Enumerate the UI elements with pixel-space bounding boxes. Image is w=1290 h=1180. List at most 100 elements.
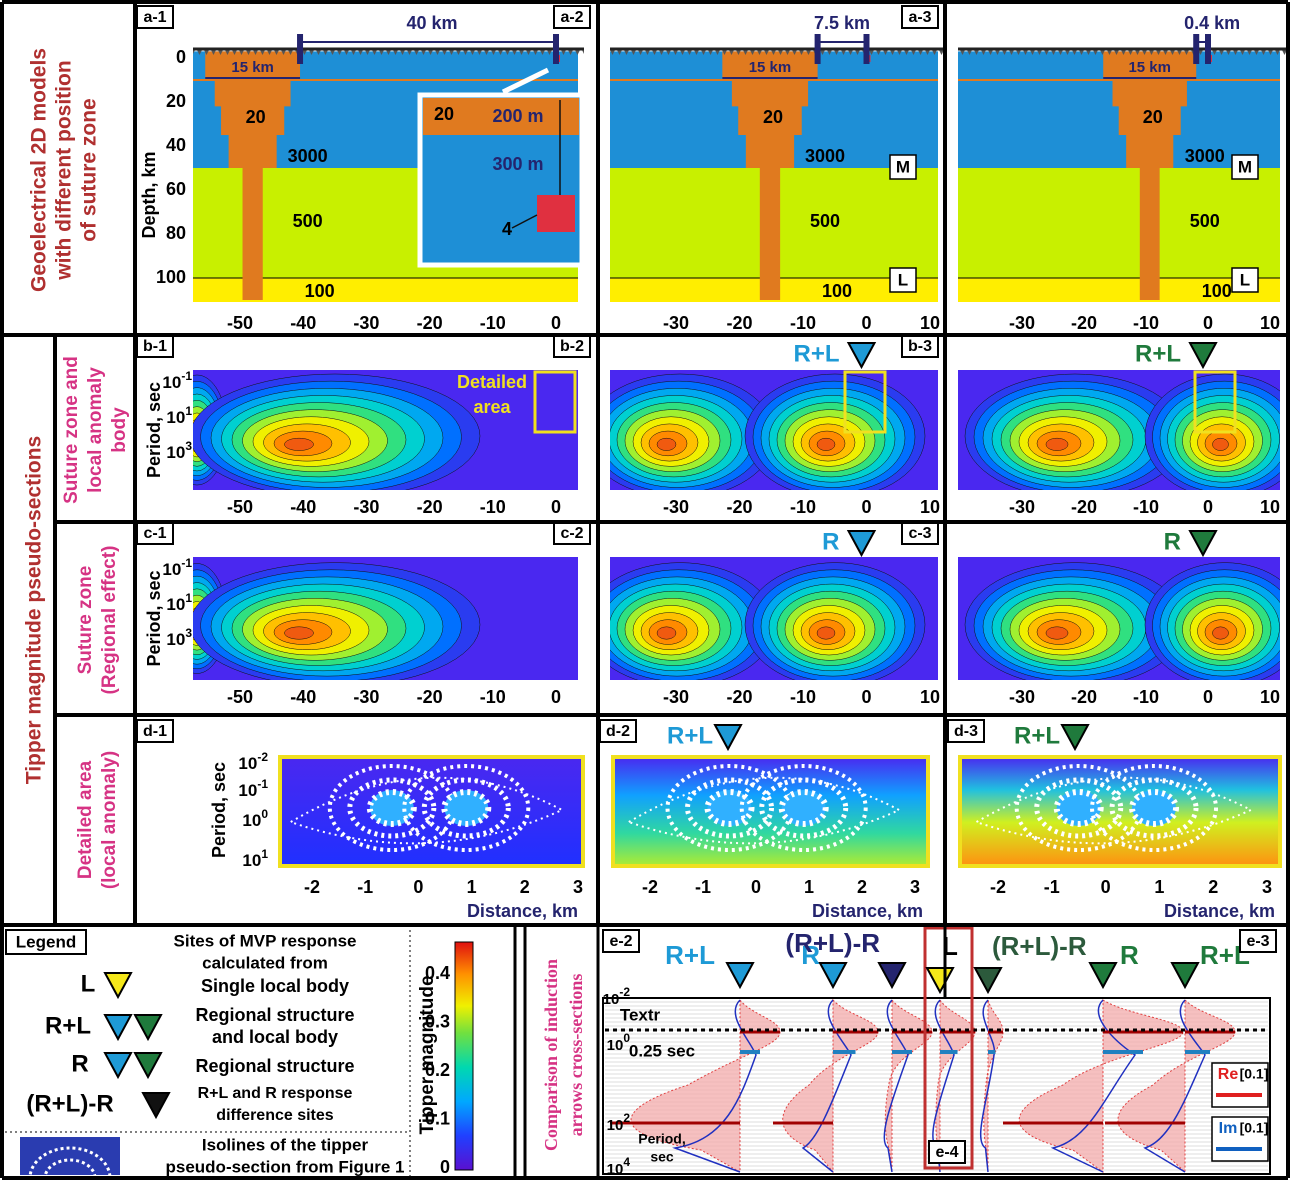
legend-text: Regional structure xyxy=(195,1005,354,1025)
contour xyxy=(657,438,676,450)
legend-heading: Sites of MVP response xyxy=(174,931,357,950)
contour xyxy=(1046,438,1068,450)
row-label: body xyxy=(109,407,130,453)
offset-end xyxy=(1205,34,1211,64)
annotation: area xyxy=(473,397,511,417)
tick-base: 10 xyxy=(166,408,185,427)
plot-area xyxy=(613,757,928,866)
offset-end xyxy=(864,34,870,64)
annotation: Detailed xyxy=(457,372,527,392)
site-label: R xyxy=(822,528,839,555)
legend-title: Legend xyxy=(16,932,76,951)
tick-base: 10 xyxy=(607,1161,624,1178)
legend-text: Isolines of the tipper xyxy=(202,1135,369,1154)
x-tick-label: -20 xyxy=(1071,313,1097,333)
resistivity-label: 3000 xyxy=(288,146,328,166)
inset-body xyxy=(537,195,575,232)
x-tick-label: -50 xyxy=(227,313,253,333)
site-label: R+L xyxy=(793,340,839,367)
axis-title: Distance, km xyxy=(812,901,923,921)
row-label: local anomaly xyxy=(85,367,106,493)
legend-text: pseudo-section from Figure 1 xyxy=(166,1157,405,1176)
panel-tag: d-2 xyxy=(606,723,630,740)
plot-area xyxy=(960,757,1280,866)
layer-mantle xyxy=(958,168,1280,278)
panel-tag: e-2 xyxy=(609,933,632,950)
x-tick-label: 0 xyxy=(1203,313,1213,333)
dimension-label: 200 m xyxy=(492,106,543,126)
x-tick-label: 0 xyxy=(551,313,561,333)
axis-title: Depth, km xyxy=(139,151,159,238)
offset-label: 0.4 km xyxy=(1184,13,1240,33)
contour xyxy=(817,627,835,639)
tick-base: 10 xyxy=(607,1117,624,1134)
x-tick-label: 0 xyxy=(861,497,871,517)
x-tick-label: 2 xyxy=(1208,877,1218,897)
x-tick-label: 0 xyxy=(551,497,561,517)
site-label: R+L xyxy=(667,722,713,749)
y-tick-label: 80 xyxy=(166,223,186,243)
scale-label: [0.1] xyxy=(1240,1120,1269,1136)
boundary-label: L xyxy=(898,270,908,289)
x-tick-label: -20 xyxy=(726,687,752,707)
tick-base: 10 xyxy=(607,1037,624,1054)
x-tick-label: -30 xyxy=(1009,313,1035,333)
panel-tag: e-4 xyxy=(935,1144,958,1161)
resistivity-label: 500 xyxy=(1190,211,1220,231)
x-tick-label: -40 xyxy=(290,497,316,517)
resistivity-label: 100 xyxy=(822,281,852,301)
site-label: R+L xyxy=(1135,340,1181,367)
x-tick-label: -10 xyxy=(790,497,816,517)
axis-title: Period, sec xyxy=(209,762,229,858)
row-label: Geoelectrical 2D models xyxy=(28,48,51,292)
plot-area xyxy=(585,557,938,687)
row-label: Suture zone xyxy=(75,566,96,675)
tick-exponent: 2 xyxy=(623,1111,630,1125)
x-tick-label: -20 xyxy=(726,497,752,517)
x-tick-label: 1 xyxy=(804,877,814,897)
colorbar-title: Tipper magnitude xyxy=(417,975,438,1134)
site-label: R xyxy=(1164,528,1181,555)
y-tick-label: 40 xyxy=(166,135,186,155)
legend-text: difference sites xyxy=(216,1107,333,1124)
x-tick-label: -10 xyxy=(480,497,506,517)
tick-base: 10 xyxy=(238,781,257,800)
site-label: R xyxy=(1120,940,1139,970)
offset-label: 40 km xyxy=(406,13,457,33)
row-label: of suture zone xyxy=(78,98,101,242)
y-tick-label: 60 xyxy=(166,179,186,199)
offset-end xyxy=(553,34,559,64)
x-tick-label: 10 xyxy=(920,313,940,333)
tick-exponent: -1 xyxy=(181,369,192,383)
x-tick-label: -40 xyxy=(290,687,316,707)
panel-tag: c-1 xyxy=(143,525,166,542)
x-tick-label: 0 xyxy=(1203,497,1213,517)
contour xyxy=(817,438,835,450)
boundary-label: M xyxy=(1238,157,1252,176)
site-label: (R+L)-R xyxy=(785,928,880,958)
x-tick-label: -30 xyxy=(1009,497,1035,517)
tick-exponent: 1 xyxy=(261,847,268,861)
resistivity-label: 3000 xyxy=(805,146,845,166)
x-tick-label: 2 xyxy=(857,877,867,897)
x-tick-label: 1 xyxy=(1154,877,1164,897)
x-tick-label: -50 xyxy=(227,687,253,707)
annotation: 0.25 sec xyxy=(629,1041,695,1060)
boundary-label: M xyxy=(896,157,910,176)
width-label: 15 km xyxy=(231,59,274,76)
width-label: 15 km xyxy=(749,59,792,76)
tick-exponent: -1 xyxy=(257,777,268,791)
row-label: Suture zone and xyxy=(61,356,82,504)
x-tick-label: -30 xyxy=(353,687,379,707)
x-tick-label: -1 xyxy=(695,877,711,897)
x-tick-label: -10 xyxy=(480,313,506,333)
tick-base: 10 xyxy=(162,373,181,392)
offset-end xyxy=(815,34,821,64)
tick-exponent: 1 xyxy=(185,591,192,605)
x-tick-label: -20 xyxy=(1071,497,1097,517)
x-tick-label: -30 xyxy=(663,687,689,707)
tick-base: 10 xyxy=(242,851,261,870)
legend-text: Regional structure xyxy=(195,1056,354,1076)
x-tick-label: -10 xyxy=(790,313,816,333)
x-tick-label: 0 xyxy=(1203,687,1213,707)
